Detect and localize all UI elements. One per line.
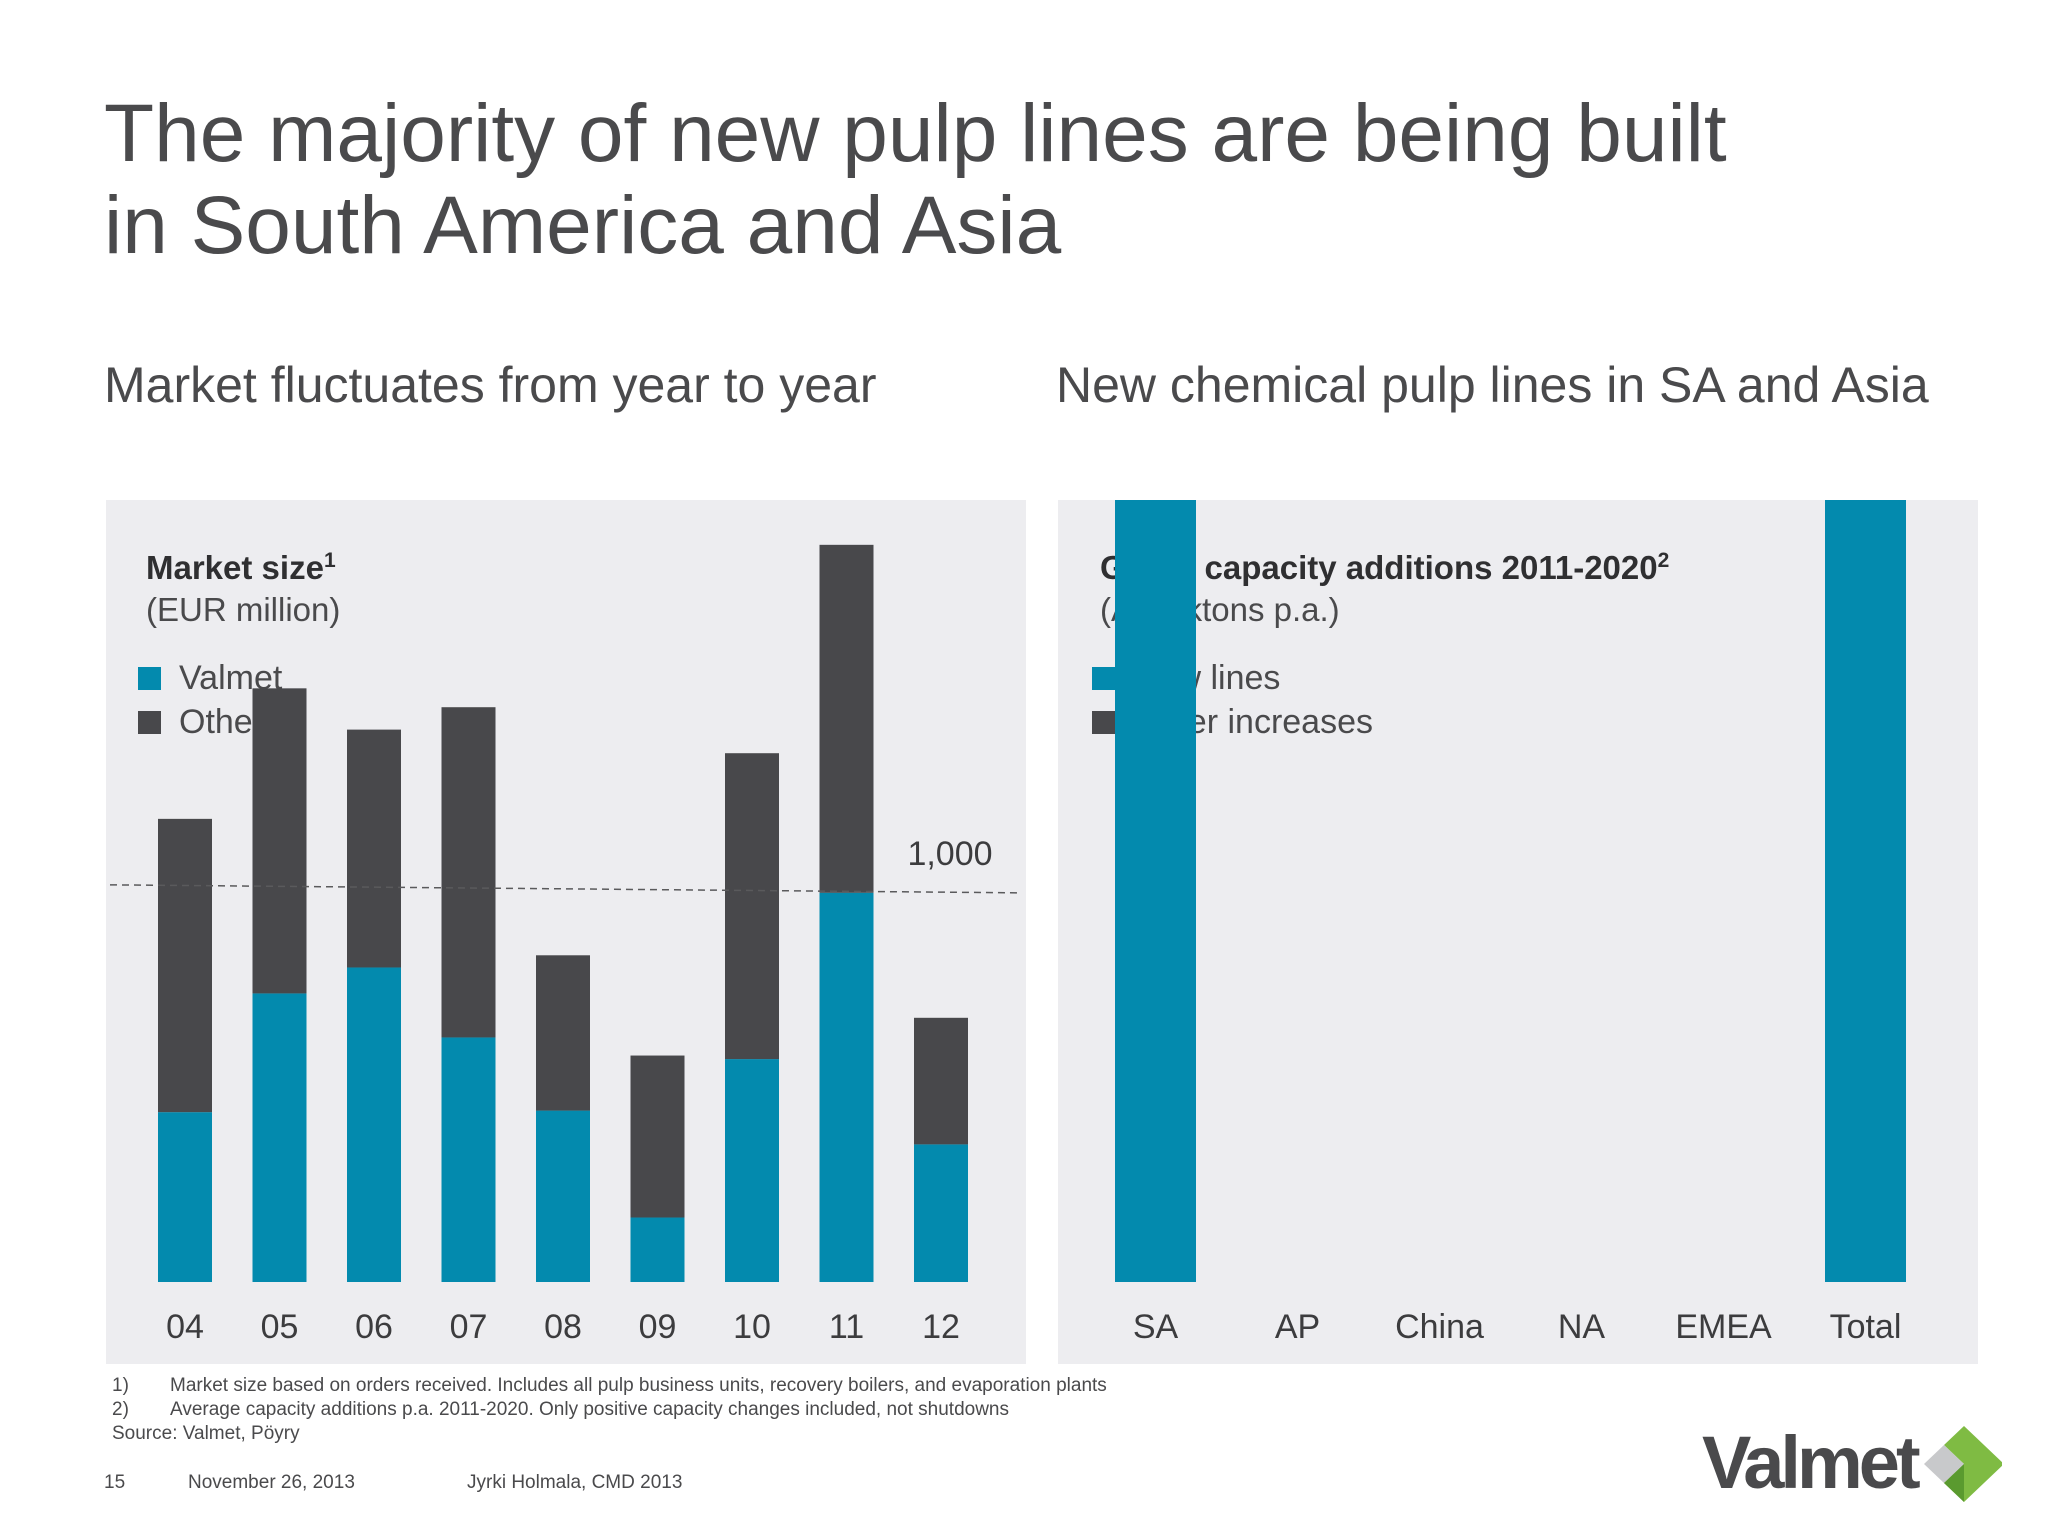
x-tick-label: AP xyxy=(1275,1308,1320,1346)
reference-line-label: 1,000 xyxy=(907,835,992,873)
footnote-1-number: 1) xyxy=(112,1375,129,1396)
x-tick-label: 08 xyxy=(544,1308,582,1346)
x-tick-label: SA xyxy=(1133,1308,1179,1346)
x-tick-label: 09 xyxy=(639,1308,677,1346)
legend-swatch-other-increases xyxy=(1092,710,1115,734)
footnote-1: 1) Market size based on orders received.… xyxy=(112,1374,1107,1398)
bar-valmet-10 xyxy=(725,1059,779,1282)
left-subtitle: Market fluctuates from year to year xyxy=(104,357,877,413)
x-tick-label: China xyxy=(1395,1308,1484,1346)
market-size-bar-chart: 04 05 06 07 08 09 10 11 12 1,000 xyxy=(109,544,1021,1346)
bar-other-08 xyxy=(536,955,590,1111)
market-size-legend: Valmet Other xyxy=(138,656,282,744)
page-number: 15 xyxy=(104,1472,126,1493)
bar-other-07 xyxy=(441,707,496,1038)
capacity-panel: Gross capacity additions 2011-20202 (Avg… xyxy=(1058,500,1978,1364)
x-tick-label: NA xyxy=(1558,1308,1606,1346)
footer-author: Jyrki Holmala, CMD 2013 xyxy=(467,1472,683,1493)
bar-valmet-12 xyxy=(914,1144,968,1282)
valmet-logo: Valmet xyxy=(1702,1422,2002,1504)
bar-other-04 xyxy=(158,818,212,1113)
valmet-diamond-icon xyxy=(1924,1426,2002,1502)
bar-valmet-05 xyxy=(252,993,307,1282)
footnotes: 1) Market size based on orders received.… xyxy=(112,1374,1107,1446)
legend-swatch-new-lines xyxy=(1092,666,1115,690)
bar-valmet-06 xyxy=(347,967,401,1282)
bar-valmet-09 xyxy=(630,1217,685,1282)
bar-other-06 xyxy=(347,729,401,968)
x-tick-label: 12 xyxy=(922,1308,960,1346)
market-size-title-sup: 1 xyxy=(323,549,336,572)
bar-valmet-08 xyxy=(536,1110,590,1282)
right-subtitle: New chemical pulp lines in SA and Asia xyxy=(1056,357,1929,413)
bar-other-10 xyxy=(725,753,779,1060)
market-size-unit: (EUR million) xyxy=(146,591,341,628)
x-tick-label: 06 xyxy=(355,1308,393,1346)
footer-date: November 26, 2013 xyxy=(188,1472,355,1493)
page-title-line-2: in South America and Asia xyxy=(104,180,1062,271)
bar-valmet-11 xyxy=(819,892,874,1282)
legend-swatch-other xyxy=(138,710,161,734)
footnote-2-text: Average capacity additions p.a. 2011-202… xyxy=(170,1399,1009,1420)
x-tick-label: 07 xyxy=(450,1308,488,1346)
legend-label-other: Other xyxy=(179,703,265,741)
market-size-chart-title: Market size1 (EUR million) xyxy=(146,540,340,631)
legend-swatch-valmet xyxy=(138,666,161,690)
bar-valmet-07 xyxy=(441,1037,496,1282)
footnote-1-text: Market size based on orders received. In… xyxy=(170,1375,1107,1396)
bar-other-11 xyxy=(819,544,874,893)
x-tick-label: 04 xyxy=(166,1308,204,1346)
bar-other-12 xyxy=(914,1017,968,1145)
source-note: Source: Valmet, Pöyry xyxy=(112,1423,300,1444)
bar-new-lines-total xyxy=(1825,500,1906,1282)
footnote-2: 2) Average capacity additions p.a. 2011-… xyxy=(112,1398,1107,1422)
bar-valmet-04 xyxy=(158,1112,212,1282)
bar-new-lines-sa xyxy=(1115,500,1196,1282)
x-tick-label: Total xyxy=(1830,1308,1902,1346)
footnote-2-number: 2) xyxy=(112,1399,129,1420)
market-size-panel: Market size1 (EUR million) Valmet Other … xyxy=(106,500,1026,1364)
bar-other-05 xyxy=(252,688,307,994)
x-tick-label: 05 xyxy=(261,1308,299,1346)
x-tick-label: EMEA xyxy=(1675,1308,1772,1346)
reference-line-1000 xyxy=(109,884,1021,894)
x-tick-label: 10 xyxy=(733,1308,771,1346)
bar-other-09 xyxy=(630,1055,685,1218)
x-tick-label: 11 xyxy=(829,1308,864,1346)
legend-item-other: Other xyxy=(138,700,282,744)
capacity-waterfall-chart: 1,300SA700AP700China200NA600EMEA3,500Tot… xyxy=(1115,500,1906,1346)
capacity-title-sup: 2 xyxy=(1657,549,1670,572)
market-size-title: Market size xyxy=(146,549,324,586)
page-title: The majority of new pulp lines are being… xyxy=(104,88,1727,272)
page-title-line-1: The majority of new pulp lines are being… xyxy=(104,88,1727,179)
valmet-logo-text: Valmet xyxy=(1702,1422,1920,1504)
